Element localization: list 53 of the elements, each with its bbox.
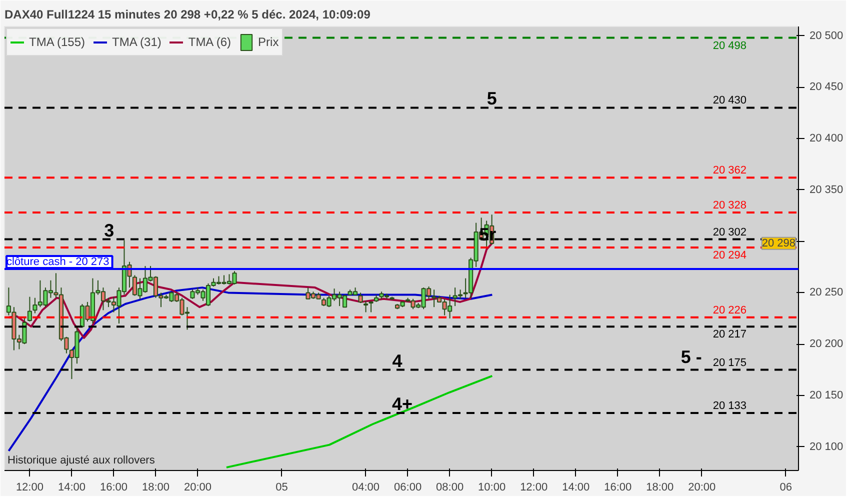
x-tick-label: 18:00 bbox=[142, 482, 170, 494]
x-tick-label: 08:00 bbox=[436, 482, 464, 494]
line-series bbox=[225, 374, 494, 468]
ref-line-label: clôture cash - 20 273 bbox=[6, 256, 110, 268]
candlestick bbox=[368, 301, 374, 313]
annotation: 4 bbox=[392, 350, 402, 371]
y-tick-label: 20 450 bbox=[810, 81, 844, 94]
x-tick-label: 06 bbox=[780, 482, 792, 494]
y-tick-label: 20 500 bbox=[810, 30, 844, 42]
ref-line-label: 20 133 bbox=[712, 400, 747, 412]
x-tick-label: 10:00 bbox=[478, 482, 506, 494]
line-series bbox=[8, 286, 494, 452]
candlestick bbox=[27, 296, 32, 322]
legend-label: Prix bbox=[258, 35, 279, 49]
y-tick-label: 20 200 bbox=[810, 338, 844, 350]
candlestick bbox=[358, 292, 363, 304]
chart-title: DAX40 Full1224 15 minutes 20 298 +0,22 % 5 déc. 2024, 10:09:09 bbox=[4, 8, 371, 22]
legend-label: TMA (31) bbox=[112, 35, 162, 49]
x-tick-label: 05 bbox=[276, 482, 288, 494]
x-tick-label: 12:00 bbox=[520, 482, 548, 494]
ref-line-label: 20 175 bbox=[712, 356, 747, 369]
ref-line-label: 20 430 bbox=[712, 94, 747, 107]
legend-label: TMA (155) bbox=[29, 35, 86, 49]
annotation: 4+ bbox=[392, 394, 412, 414]
x-tick-label: 18:00 bbox=[646, 482, 674, 494]
x-tick-label: 16:00 bbox=[604, 482, 632, 494]
ref-line-label: 20 226 bbox=[712, 304, 747, 316]
x-tick-label: 12:00 bbox=[16, 482, 44, 494]
y-tick-label: 20 150 bbox=[810, 389, 844, 402]
legend-label: TMA (6) bbox=[188, 35, 232, 49]
ref-line-label: 20 302 bbox=[712, 226, 747, 238]
annotation: Historique ajusté aux rollovers bbox=[8, 454, 156, 466]
x-tick-label: 06:00 bbox=[394, 482, 422, 494]
x-tick-label: 16:00 bbox=[100, 482, 128, 494]
y-tick-label: 20 100 bbox=[810, 440, 844, 453]
annotation: 20 298 bbox=[762, 237, 796, 250]
x-tick-label: 20:00 bbox=[184, 482, 212, 494]
ref-line-label: 20 328 bbox=[712, 200, 747, 212]
x-tick-label: 14:00 bbox=[58, 482, 86, 494]
ref-line-label: 20 294 bbox=[712, 249, 747, 262]
annotation: 5 bbox=[486, 88, 497, 109]
annotation: 3 bbox=[104, 220, 114, 240]
annotation: 5 - bbox=[680, 346, 702, 367]
x-tick-label: 20:00 bbox=[688, 482, 716, 494]
x-tick-label: 04:00 bbox=[352, 482, 380, 494]
y-tick-label: 20 350 bbox=[810, 184, 844, 196]
y-tick-label: 20 400 bbox=[810, 132, 844, 145]
ref-line-label: 20 217 bbox=[712, 328, 747, 341]
candlestick bbox=[364, 300, 368, 313]
x-tick-label: 14:00 bbox=[562, 482, 590, 494]
ref-line-label: 20 362 bbox=[712, 164, 747, 177]
ref-line-label: 20 498 bbox=[712, 40, 747, 52]
y-tick-label: 20 250 bbox=[810, 286, 844, 299]
